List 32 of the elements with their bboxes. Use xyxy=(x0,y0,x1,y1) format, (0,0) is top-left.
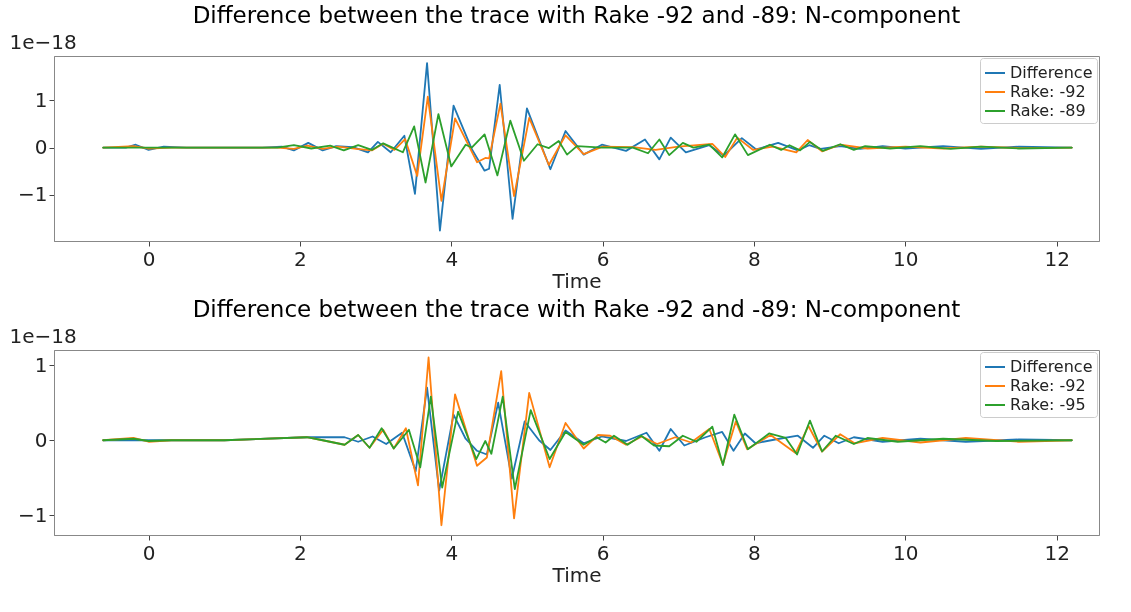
x-tick-label: 6 xyxy=(596,540,610,565)
legend-label: Rake: -92 xyxy=(1010,376,1086,395)
x-axis-title: Time xyxy=(551,268,602,293)
legend-label: Rake: -89 xyxy=(1010,101,1086,120)
y-tick-label: −1 xyxy=(18,502,48,527)
x-tick-label: 10 xyxy=(893,540,919,565)
x-tick-label: 12 xyxy=(1044,246,1070,271)
x-tick-label: 0 xyxy=(142,246,156,271)
x-tick-label: 6 xyxy=(596,246,610,271)
x-tick-label: 2 xyxy=(294,246,307,271)
y-tick-label: −1 xyxy=(18,182,48,207)
legend-label: Difference xyxy=(1010,357,1093,376)
y-tick-label: 0 xyxy=(34,135,48,160)
x-axis-title: Time xyxy=(551,562,602,587)
x-tick-label: 0 xyxy=(142,540,156,565)
x-tick-label: 8 xyxy=(748,246,761,271)
x-tick-label: 4 xyxy=(445,540,459,565)
x-tick-label: 10 xyxy=(893,246,919,271)
y-tick-label: 0 xyxy=(34,427,48,452)
legend-label: Rake: -92 xyxy=(1010,82,1086,101)
y-tick-label: 1 xyxy=(34,87,48,112)
chart-title: Difference between the trace with Rake -92 and -89: N-component xyxy=(192,296,961,322)
x-tick-label: 8 xyxy=(748,540,761,565)
text: 1e−18 xyxy=(9,323,77,348)
legend-label: Rake: -95 xyxy=(1010,395,1086,414)
text: 1e−18 xyxy=(9,29,77,54)
x-tick-label: 4 xyxy=(445,246,459,271)
y-tick-label: 1 xyxy=(34,352,48,377)
x-tick-label: 12 xyxy=(1044,540,1070,565)
x-tick-label: 2 xyxy=(294,540,307,565)
chart-title: Difference between the trace with Rake -92 and -89: N-component xyxy=(192,2,961,28)
legend-label: Difference xyxy=(1010,63,1093,82)
